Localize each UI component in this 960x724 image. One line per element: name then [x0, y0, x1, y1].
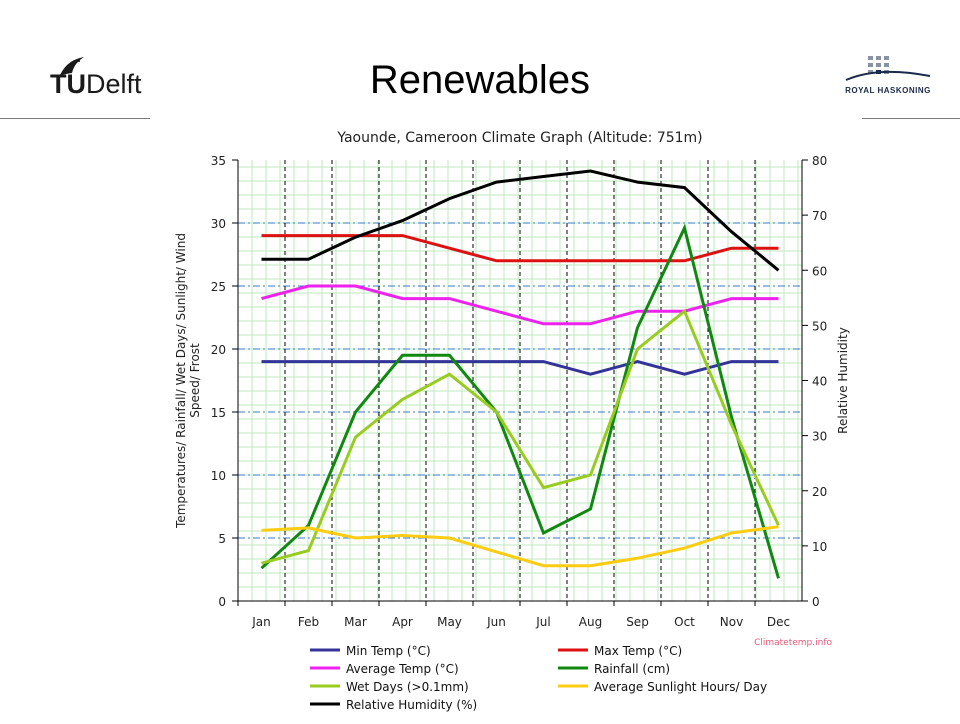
- y-tick-label-right: 0: [812, 595, 820, 609]
- y-axis-title-left-line-2: Speed/ Frost: [188, 343, 202, 418]
- y-tick-label-left: 5: [218, 532, 226, 546]
- y-tick-label-left: 10: [211, 469, 226, 483]
- y-tick-label-left: 20: [211, 343, 226, 357]
- series-line-3: [261, 284, 779, 326]
- series-line-1: [261, 360, 779, 376]
- y-tick-label-right: 70: [812, 209, 827, 223]
- y-tick-label-right: 60: [812, 264, 827, 278]
- legend-label: Average Temp (°C): [346, 662, 459, 676]
- y-tick-label-left: 15: [211, 406, 226, 420]
- y-tick-label-left: 25: [211, 280, 226, 294]
- y-axis-title-left: Temperatures/ Rainfall/ Wet Days/ Sunlig…: [174, 233, 202, 529]
- header-rule-right: [862, 118, 960, 119]
- x-tick-label: Oct: [674, 615, 695, 629]
- x-tick-label: Mar: [344, 615, 367, 629]
- x-tick-label: Nov: [720, 615, 743, 629]
- series-line-7: [261, 169, 780, 272]
- tudelft-logo: TUDelft: [42, 55, 162, 107]
- series-line-4: [260, 223, 780, 579]
- legend-label: Wet Days (>0.1mm): [346, 680, 469, 694]
- flame-icon: [60, 57, 84, 75]
- dot-grid-icon: [845, 56, 931, 81]
- y-tick-label-right: 30: [812, 430, 827, 444]
- x-tick-label: Jul: [535, 615, 550, 629]
- x-tick-label: Aug: [579, 615, 602, 629]
- y-tick-label-right: 50: [812, 319, 827, 333]
- logo-text-tu: TU: [50, 69, 86, 99]
- y-tick-label-left: 30: [211, 217, 226, 231]
- x-tick-label: Jun: [486, 615, 506, 629]
- x-tick-label: Sep: [626, 615, 649, 629]
- x-tick-label: Feb: [298, 615, 319, 629]
- legend-label: Relative Humidity (%): [346, 698, 477, 712]
- legend-label: Rainfall (cm): [594, 662, 670, 676]
- y-axis-title-left-line-1: Temperatures/ Rainfall/ Wet Days/ Sunlig…: [174, 233, 188, 529]
- y-tick-label-right: 80: [812, 154, 827, 168]
- header-rule-left: [0, 118, 150, 119]
- x-tick-label: Jan: [251, 615, 271, 629]
- y-tick-label-left: 35: [211, 154, 226, 168]
- legend-label: Max Temp (°C): [594, 644, 682, 658]
- logo-text-delft: Delft: [86, 69, 142, 99]
- chart-title: Yaounde, Cameroon Climate Graph (Altitud…: [336, 130, 702, 146]
- source-credit: Climatetemp.info: [754, 638, 832, 648]
- y-tick-label-right: 40: [812, 375, 827, 389]
- legend-label: Min Temp (°C): [346, 644, 431, 658]
- series-line-5: [261, 308, 780, 565]
- y-tick-label-left: 0: [218, 595, 226, 609]
- royal-haskoning-logo: ROYAL HASKONING: [838, 52, 938, 102]
- y-axis-title-right: Relative Humidity: [836, 327, 850, 434]
- logo-text-royal-haskoning: ROYAL HASKONING: [845, 86, 931, 95]
- x-tick-label: May: [437, 615, 462, 629]
- y-tick-label-right: 20: [812, 485, 827, 499]
- series-line-6: [261, 525, 779, 568]
- climate-chart-svg: Yaounde, Cameroon Climate Graph (Altitud…: [174, 130, 850, 712]
- y-tick-label-right: 10: [812, 540, 827, 554]
- climate-chart: Yaounde, Cameroon Climate Graph (Altitud…: [150, 118, 862, 720]
- legend-label: Average Sunlight Hours/ Day: [594, 680, 767, 694]
- slide-title: Renewables: [369, 58, 591, 102]
- x-tick-label: Dec: [767, 615, 790, 629]
- x-tick-label: Apr: [392, 615, 413, 629]
